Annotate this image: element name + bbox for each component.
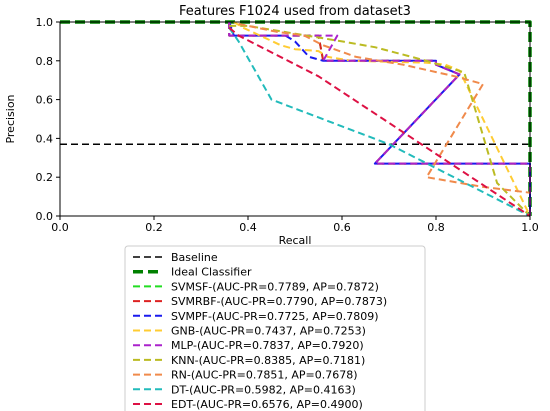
x-tick-label: 0.4	[239, 221, 257, 234]
legend-label: GNB-(AUC-PR=0.7437, AP=0.7253)	[171, 325, 366, 338]
y-tick-label: 0.4	[36, 132, 54, 145]
legend-label: Ideal Classifier	[171, 266, 252, 279]
y-tick-label: 0.2	[36, 171, 54, 184]
x-tick-label: 0.0	[51, 221, 69, 234]
legend-label: RN-(AUC-PR=0.7851, AP=0.7678)	[171, 369, 358, 382]
series-line-9	[228, 27, 531, 217]
legend-label: SVMRBF-(AUC-PR=0.7790, AP=0.7873)	[171, 295, 387, 308]
legend: Baseline Ideal ClassifierSVMSF-(AUC-PR=0.…	[124, 245, 426, 411]
series-line-1	[60, 20, 532, 216]
y-axis: 0.0 0.2 0.4 0.6 0.8 1.0	[36, 16, 60, 223]
y-axis-label: Precision	[4, 94, 17, 143]
x-axis: 0.0 0.2 0.4 0.6 0.8 1.0	[51, 216, 539, 234]
legend-label: Baseline	[171, 251, 218, 264]
x-axis-label: Recall	[279, 234, 312, 247]
plot-area	[60, 20, 532, 217]
y-tick-label: 0.8	[36, 55, 54, 68]
series-line-10	[228, 27, 531, 217]
x-tick-label: 0.2	[145, 221, 163, 234]
plot-frame	[59, 21, 531, 217]
y-tick-label: 1.0	[36, 16, 54, 29]
legend-label: KNN-(AUC-PR=0.8385, AP=0.7181)	[171, 354, 365, 367]
legend-label: EDT-(AUC-PR=0.6576, AP=0.4900)	[171, 398, 363, 411]
legend-label: DT-(AUC-PR=0.5982, AP=0.4163)	[171, 383, 356, 396]
series-line-8	[238, 22, 531, 194]
legend-box	[124, 245, 426, 411]
legend-label: SVMPF-(AUC-PR=0.7725, AP=0.7809)	[171, 310, 379, 323]
y-tick-label: 0.6	[36, 94, 54, 107]
series-line-5	[233, 21, 531, 217]
x-tick-label: 0.6	[333, 221, 351, 234]
x-tick-label: 1.0	[521, 221, 539, 234]
x-tick-label: 0.8	[427, 221, 445, 234]
y-tick-label: 0.0	[36, 210, 54, 223]
chart-title: Features F1024 used from dataset3	[179, 4, 411, 19]
legend-label: SVMSF-(AUC-PR=0.7789, AP=0.7872)	[171, 280, 379, 293]
legend-label: MLP-(AUC-PR=0.7837, AP=0.7920)	[171, 339, 364, 352]
